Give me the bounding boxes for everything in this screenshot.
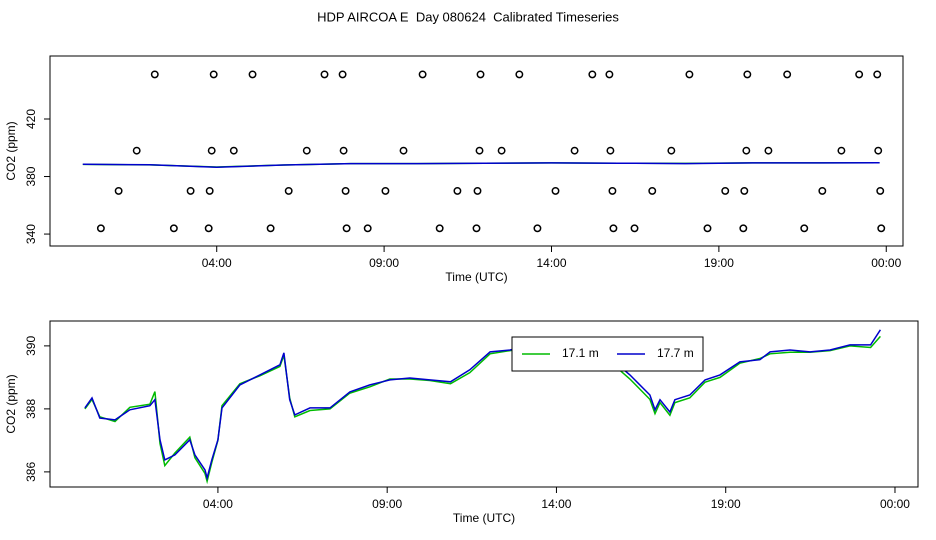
y-tick-label: 340 xyxy=(24,224,38,244)
calibration-point xyxy=(630,224,639,233)
calibration-point xyxy=(648,186,657,195)
calibration-point xyxy=(229,146,238,155)
calibration-point xyxy=(418,70,427,79)
x-tick-label: 04:00 xyxy=(202,256,232,270)
plot-frame xyxy=(49,55,904,247)
y-tick-label: 390 xyxy=(24,336,38,356)
calibration-point xyxy=(207,146,216,155)
calibration-point xyxy=(855,70,864,79)
calibration-point xyxy=(150,70,159,79)
series-line xyxy=(82,161,880,168)
calibration-point xyxy=(739,224,748,233)
x-axis-label: Time (UTC) xyxy=(445,270,507,284)
calibration-point xyxy=(186,186,195,195)
y-tick-label: 380 xyxy=(24,166,38,186)
calibration-point xyxy=(551,186,560,195)
calibration-point xyxy=(132,146,141,155)
calibration-point xyxy=(435,224,444,233)
legend-label: 17.1 m xyxy=(562,346,599,360)
calibration-point xyxy=(533,224,542,233)
calibration-point xyxy=(742,146,751,155)
x-tick-label: 00:00 xyxy=(880,497,910,511)
calibration-point xyxy=(588,70,597,79)
x-tick-label: 09:00 xyxy=(369,256,399,270)
x-tick-label: 19:00 xyxy=(711,497,741,511)
x-tick-label: 14:00 xyxy=(536,256,566,270)
calibration-point xyxy=(209,70,218,79)
series-line xyxy=(84,335,881,485)
calibration-point xyxy=(204,224,213,233)
x-tick-label: 19:00 xyxy=(704,256,734,270)
calibration-point xyxy=(605,70,614,79)
y-axis-label: CO2 (ppm) xyxy=(4,121,18,180)
x-tick-label: 14:00 xyxy=(541,497,571,511)
series-line xyxy=(84,329,882,481)
calibration-point xyxy=(873,70,882,79)
calibration-point xyxy=(169,224,178,233)
calibration-point xyxy=(338,70,347,79)
calibration-point xyxy=(606,146,615,155)
calibration-point xyxy=(284,186,293,195)
calibration-point xyxy=(743,70,752,79)
calibration-point xyxy=(342,224,351,233)
calibration-point xyxy=(476,70,485,79)
calibration-point xyxy=(609,224,618,233)
calibration-point xyxy=(740,186,749,195)
y-axis-label: CO2 (ppm) xyxy=(4,374,18,433)
calibration-point xyxy=(570,146,579,155)
calibration-point xyxy=(363,224,372,233)
y-tick-label: 388 xyxy=(24,399,38,419)
page-title: HDP AIRCOA E Day 080624 Calibrated Times… xyxy=(317,9,619,24)
calibration-point xyxy=(302,146,311,155)
calibration-point xyxy=(667,146,676,155)
legend-label: 17.7 m xyxy=(657,346,694,360)
calibration-point xyxy=(703,224,712,233)
y-tick-label: 386 xyxy=(24,462,38,482)
calibration-point xyxy=(473,186,482,195)
x-tick-label: 09:00 xyxy=(372,497,402,511)
calibration-point xyxy=(837,146,846,155)
calibration-point xyxy=(339,146,348,155)
x-axis-label: Time (UTC) xyxy=(453,511,515,525)
calibration-point xyxy=(608,186,617,195)
calibration-point xyxy=(877,224,886,233)
calibration-point xyxy=(96,224,105,233)
x-tick-label: 04:00 xyxy=(203,497,233,511)
calibration-point xyxy=(472,224,481,233)
y-tick-label: 420 xyxy=(24,109,38,129)
calibration-point xyxy=(205,186,214,195)
calibration-point xyxy=(341,186,350,195)
calibration-point xyxy=(399,146,408,155)
calibration-point xyxy=(764,146,773,155)
calibration-point xyxy=(453,186,462,195)
calibration-point xyxy=(800,224,809,233)
plot-frame xyxy=(49,320,919,488)
calibration-point xyxy=(497,146,506,155)
calibration-point xyxy=(874,146,883,155)
calibration-point xyxy=(818,186,827,195)
calibration-point xyxy=(114,186,123,195)
calibration-point xyxy=(266,224,275,233)
calibration-point xyxy=(721,186,730,195)
x-tick-label: 00:00 xyxy=(871,256,901,270)
calibration-point xyxy=(381,186,390,195)
calibration-point xyxy=(876,186,885,195)
calibration-point xyxy=(248,70,257,79)
calibration-point xyxy=(320,70,329,79)
calibration-point xyxy=(475,146,484,155)
calibration-point xyxy=(783,70,792,79)
calibration-point xyxy=(515,70,524,79)
calibration-point xyxy=(685,70,694,79)
